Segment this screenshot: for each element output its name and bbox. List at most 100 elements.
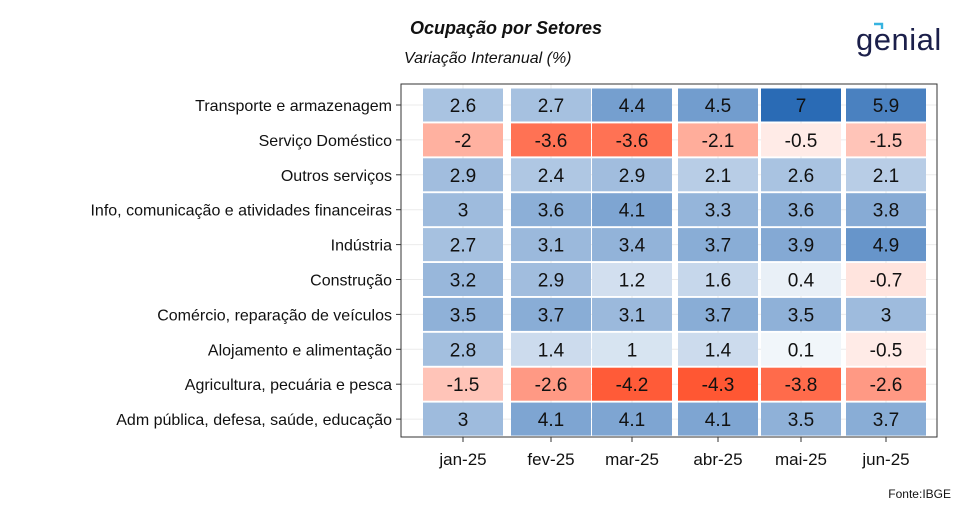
tile-value-label: -2.6: [870, 375, 903, 396]
heatmap-tile: [423, 88, 503, 122]
tile-value-label: 2.6: [788, 166, 814, 187]
tile-value-label: 4.1: [538, 410, 564, 431]
tile-value-label: -0.5: [785, 131, 818, 152]
heatmap-tile: [678, 123, 758, 157]
y-axis-label: Alojamento e alimentação: [208, 342, 392, 359]
chart-subtitle: Variação Interanual (%): [404, 50, 572, 67]
heatmap-tile: [761, 88, 841, 122]
tile-value-label: -3.6: [535, 131, 568, 152]
heatmap-tile: [678, 88, 758, 122]
heatmap-tile: [678, 367, 758, 401]
tile-value-label: -2.6: [535, 375, 568, 396]
y-axis-label: Indústria: [331, 238, 392, 255]
tile-value-label: 4.4: [619, 96, 646, 117]
heatmap-tile: [678, 158, 758, 192]
tile-value-label: 3.1: [619, 305, 645, 326]
heatmap-tile: [423, 367, 503, 401]
x-axis-label: mar-25: [605, 450, 659, 469]
y-axis-label: Construção: [310, 273, 392, 290]
heatmap-tile: [423, 263, 503, 296]
tile-value-label: 3.5: [788, 305, 814, 326]
tile-value-label: 2.7: [538, 96, 564, 117]
tile-value-label: 1.4: [705, 340, 732, 361]
heatmap-tile: [846, 367, 926, 401]
tile-value-label: 2.9: [619, 166, 645, 187]
tile-value-label: 2.7: [450, 236, 476, 257]
brand-logo: genial: [856, 22, 942, 57]
y-axis-label: Serviço Doméstico: [259, 133, 392, 150]
tile-value-label: -2.1: [702, 131, 735, 152]
heatmap-tile: [846, 297, 926, 331]
heatmap-tile: [761, 193, 841, 227]
heatmap-tile: [511, 402, 591, 436]
heatmap-tile: [423, 402, 503, 436]
heatmap-tile: [846, 332, 926, 366]
tile-value-label: 2.6: [450, 96, 476, 117]
heatmap-tile: [846, 158, 926, 192]
y-axis-label: Info, comunicação e atividades financeir…: [90, 203, 392, 220]
tile-value-label: 3.6: [788, 201, 814, 222]
tile-value-label: 1.2: [619, 271, 645, 292]
heatmap-tile: [592, 228, 672, 262]
tile-value-label: 4.9: [873, 236, 899, 257]
logo-mark-icon: [874, 22, 884, 29]
tile-value-label: -1.5: [447, 375, 480, 396]
tile-value-label: 2.9: [450, 166, 476, 187]
heatmap-tile: [592, 123, 672, 157]
heatmap-tile: [846, 193, 926, 227]
y-axis-label: Adm pública, defesa, saúde, educação: [116, 412, 392, 429]
heatmap-tile: [592, 367, 672, 401]
tile-value-label: 4.1: [705, 410, 731, 431]
heatmap-tile: [592, 332, 672, 366]
heatmap-tile: [761, 158, 841, 192]
tile-value-label: -0.7: [870, 271, 903, 292]
heatmap-tile: [678, 263, 758, 296]
tile-value-label: 1.6: [705, 271, 731, 292]
tile-value-label: 0.1: [788, 340, 814, 361]
heatmap-tile: [423, 193, 503, 227]
heatmap-tile: [592, 402, 672, 436]
heatmap-tile: [678, 402, 758, 436]
heatmap-tile: [423, 158, 503, 192]
tile-value-label: 3.7: [538, 305, 564, 326]
heatmap-tile: [761, 228, 841, 262]
x-axis-label: jun-25: [861, 450, 909, 469]
tile-value-label: 4.1: [619, 410, 645, 431]
tile-value-label: 2.8: [450, 340, 476, 361]
heatmap-tile: [592, 158, 672, 192]
heatmap-tile: [511, 123, 591, 157]
x-axis-label: abr-25: [693, 450, 742, 469]
heatmap-tile: [511, 228, 591, 262]
tile-value-label: -0.5: [870, 340, 903, 361]
tile-value-label: -1.5: [870, 131, 903, 152]
tile-value-label: 3.7: [705, 236, 731, 257]
heatmap-tile: [846, 123, 926, 157]
tile-value-label: 4.1: [619, 201, 645, 222]
heatmap-tile: [592, 88, 672, 122]
heatmap-tile: [423, 297, 503, 331]
heatmap-tile: [846, 263, 926, 296]
tile-value-label: 3.2: [450, 271, 476, 292]
x-axis-label: fev-25: [527, 450, 574, 469]
heatmap-tile: [511, 263, 591, 296]
tile-value-label: 3.9: [788, 236, 814, 257]
y-axis-label: Transporte e armazenagem: [195, 98, 392, 115]
heatmap-tile: [511, 193, 591, 227]
tile-value-label: 3: [458, 201, 469, 222]
tile-value-label: 3.4: [619, 236, 646, 257]
tile-value-label: -4.2: [616, 375, 649, 396]
chart-title: Ocupação por Setores: [410, 18, 603, 38]
tile-value-label: -3.6: [616, 131, 649, 152]
tile-value-label: 3.8: [873, 201, 899, 222]
tile-value-label: 2.1: [873, 166, 899, 187]
tile-value-label: -4.3: [702, 375, 735, 396]
tile-value-label: -3.8: [785, 375, 818, 396]
tile-value-label: 2.1: [705, 166, 731, 187]
heatmap-tile: [423, 123, 503, 157]
heatmap-tile: [846, 88, 926, 122]
heatmap-tile: [761, 123, 841, 157]
tile-value-label: 3.5: [788, 410, 814, 431]
heatmap-tile: [423, 228, 503, 262]
tile-value-label: 3.7: [705, 305, 731, 326]
